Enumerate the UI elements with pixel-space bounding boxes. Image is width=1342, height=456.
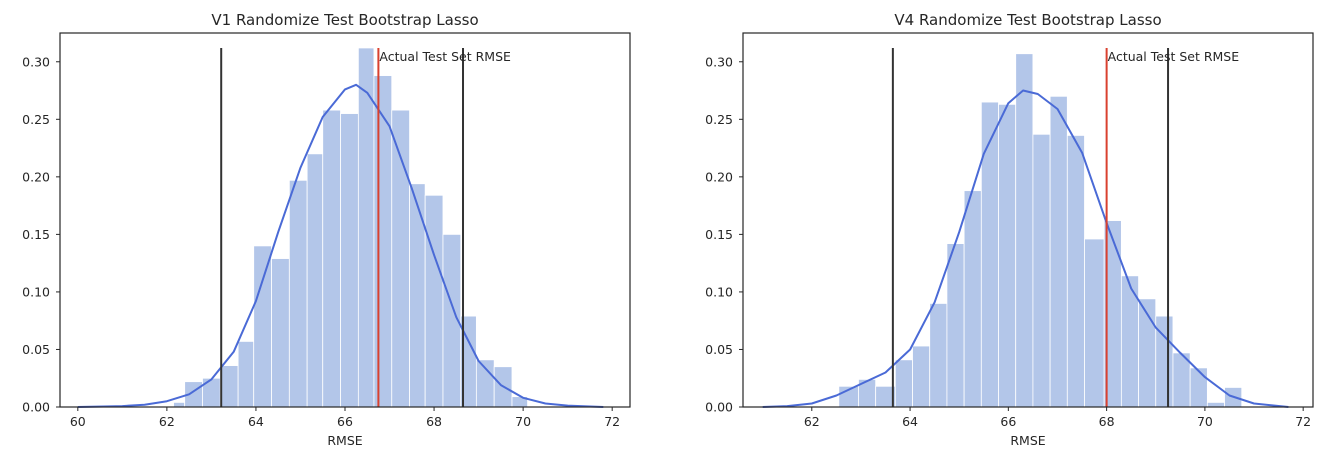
x-tick-label: 60: [70, 414, 86, 429]
x-tick-label: 68: [426, 414, 442, 429]
y-tick-label: 0.00: [705, 400, 733, 415]
histogram-bar: [1066, 135, 1085, 408]
chart-panel-v4: Actual Test Set RMSE 62 64 66 68 70 72 0.00 0.05…: [705, 11, 1314, 448]
histogram-bar: [271, 258, 290, 408]
y-tick-label: 0.10: [22, 284, 50, 299]
y-tick-label: 0.05: [705, 342, 733, 357]
histogram-bar: [912, 345, 931, 408]
x-tick-label: 70: [1197, 414, 1213, 429]
x-tick-label: 70: [515, 414, 531, 429]
histogram-bar: [929, 303, 948, 408]
y-tick-label: 0.05: [22, 342, 50, 357]
histogram-bar: [409, 183, 426, 408]
histogram-bar: [1032, 133, 1051, 408]
annotation-label: Actual Test Set RMSE: [379, 49, 511, 64]
chart-panel-v1: Actual Test Set RMSE 60 62 64 66 68 70 72 0.00 0.…: [22, 11, 631, 448]
kde-curve: [77, 83, 604, 408]
histogram-bar: [237, 341, 255, 408]
histogram-bar: [1015, 53, 1034, 408]
x-tick-label: 62: [159, 414, 175, 429]
histogram-bar: [1049, 95, 1068, 408]
kde-curve: [762, 89, 1289, 408]
y-tick-label: 0.00: [22, 400, 50, 415]
x-tick-label: 64: [248, 414, 264, 429]
histogram-bar: [1189, 367, 1208, 408]
histogram-bar: [894, 359, 913, 408]
x-axis-label: RMSE: [327, 433, 362, 448]
histogram-bar: [946, 243, 965, 408]
histogram-bar: [963, 190, 982, 408]
histogram-bar: [322, 109, 341, 408]
histogram-bar: [1206, 401, 1225, 408]
x-tick-label: 66: [337, 414, 353, 429]
y-tick-label: 0.20: [705, 169, 733, 184]
histogram-bar: [288, 179, 308, 408]
histogram-bar: [219, 365, 239, 408]
y-tick-label: 0.30: [22, 54, 50, 69]
histogram-bar: [253, 245, 272, 408]
y-tick-label: 0.25: [22, 112, 50, 127]
plot-frame: [742, 32, 1314, 408]
x-tick-label: 72: [604, 414, 620, 429]
y-tick-label: 0.10: [705, 284, 733, 299]
histogram-bar: [980, 101, 999, 408]
y-tick-label: 0.15: [705, 227, 733, 242]
x-tick-label: 64: [902, 414, 918, 429]
x-tick-label: 72: [1295, 414, 1311, 429]
histogram-bar: [306, 153, 324, 408]
histogram-bar: [173, 401, 186, 408]
chart-title: V4 Randomize Test Bootstrap Lasso: [894, 11, 1161, 29]
y-tick-label: 0.20: [22, 169, 50, 184]
x-axis-label: RMSE: [1010, 433, 1045, 448]
histogram-bar: [357, 47, 375, 408]
histogram-bar: [340, 113, 359, 408]
x-tick-label: 66: [1000, 414, 1016, 429]
chart-title: V1 Randomize Test Bootstrap Lasso: [211, 11, 478, 29]
y-tick-label: 0.30: [705, 54, 733, 69]
x-tick-label: 68: [1099, 414, 1115, 429]
annotation-label: Actual Test Set RMSE: [1108, 49, 1240, 64]
x-tick-label: 62: [804, 414, 820, 429]
y-tick-label: 0.15: [22, 227, 50, 242]
histogram-bar: [1084, 238, 1105, 408]
histogram-bar: [424, 194, 444, 408]
y-tick-label: 0.25: [705, 112, 733, 127]
histogram-bar: [998, 103, 1017, 408]
